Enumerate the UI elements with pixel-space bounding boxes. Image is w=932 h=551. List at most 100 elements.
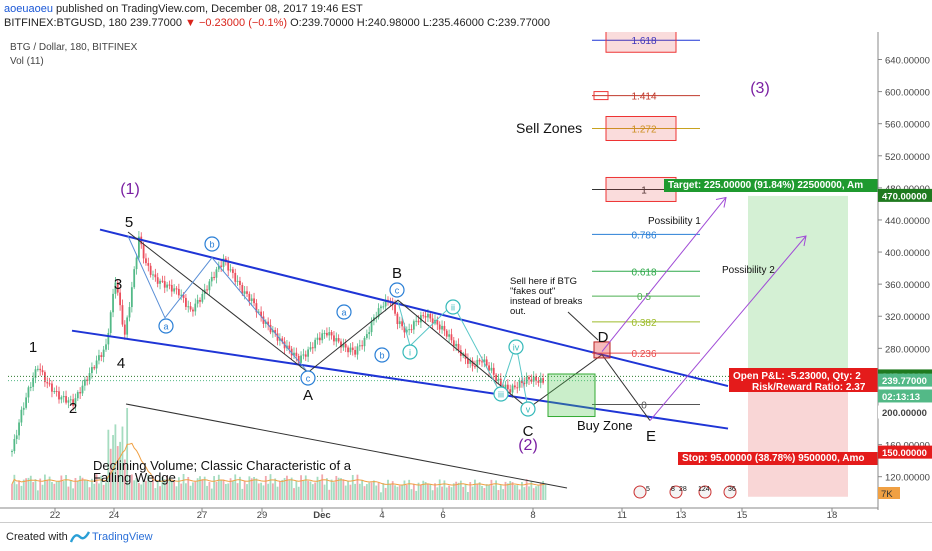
candle-body (382, 306, 385, 308)
wave-label-D: D (598, 329, 609, 346)
candle-body (535, 376, 537, 381)
volume-bar (147, 474, 150, 500)
candle-body (340, 341, 342, 348)
candle-body (74, 398, 77, 406)
volume-bar (349, 484, 352, 500)
candle-body (318, 337, 321, 341)
publish-line: aoeuaoeu published on TradingView.com, D… (4, 3, 363, 15)
volume-bar (248, 476, 251, 500)
volume-bar (384, 487, 387, 500)
candle-body (358, 345, 361, 347)
fib-ratio-label: 0.786 (631, 230, 656, 241)
volume-bar (398, 485, 401, 500)
volume-bar (241, 488, 244, 500)
volume-bar (326, 478, 328, 500)
candle-body (121, 305, 124, 325)
volume-bar (535, 486, 537, 500)
candle-body (415, 320, 418, 322)
candle-body (431, 318, 434, 324)
y-tick-label: 600.00000 (885, 88, 930, 99)
y-tick-label: 120.00000 (885, 473, 930, 484)
price-chart[interactable]: 1.618 1.414 1.272 1 0.786 0.618 0.5 0.382 0.236 0… (0, 32, 932, 522)
volume-bar (523, 487, 526, 500)
candle-body (60, 397, 63, 400)
ohlc-values: O:239.70000 H:240.98000 L:235.46000 C:23… (290, 17, 551, 29)
volume-bar (297, 486, 300, 500)
candle-body (509, 389, 512, 393)
candle-body (152, 274, 154, 276)
volume-bar (274, 478, 277, 500)
volume-bar (361, 480, 364, 500)
volume-bar (293, 488, 295, 500)
candle-body (457, 343, 460, 350)
candle-body (98, 355, 100, 361)
candle-body (13, 439, 16, 452)
candle-body (67, 400, 70, 403)
volume-trend-line (125, 403, 568, 489)
candle-body (234, 272, 237, 282)
author-link[interactable]: aoeuaoeu (4, 3, 53, 15)
candle-body (474, 366, 476, 368)
volume-bar (208, 482, 211, 500)
candle-body (126, 317, 129, 335)
volume-bar (217, 474, 220, 500)
fib-ratio-label: 0 (641, 400, 647, 411)
candle-body (309, 347, 312, 350)
volume-bar (509, 481, 512, 500)
minor-wave-circle (445, 299, 461, 315)
volume-bar (34, 479, 37, 500)
candle-body (481, 361, 483, 363)
candle-body (81, 385, 84, 394)
fib-marker (593, 91, 609, 101)
volume-bar (189, 485, 192, 500)
wedge-lower-line (71, 329, 729, 430)
minor-wave-label: c (306, 374, 311, 384)
wave-label-4: 4 (117, 355, 125, 372)
event-flag-icon (723, 485, 737, 499)
minor-wave-label: iv (513, 343, 520, 353)
volume-bar (474, 479, 476, 500)
candle-body (417, 320, 420, 323)
fakeout-note-line: Sell here if BTG (510, 276, 577, 287)
volume-bar (232, 480, 234, 500)
tradingview-logo-icon[interactable] (70, 530, 90, 544)
candle-body (424, 316, 427, 318)
candle-body (55, 391, 58, 393)
pnl-label: Open P&L: -5.23000, Qty: 2 (733, 371, 861, 382)
candle-body (170, 285, 173, 292)
wave-label-3: 3 (114, 276, 122, 293)
candle-body (438, 324, 441, 330)
candle-body (499, 378, 502, 386)
volume-bar (109, 448, 112, 500)
fib-ratio-label: 0.382 (631, 318, 656, 329)
volume-bar (495, 480, 497, 500)
volume-bar (250, 478, 253, 500)
tradingview-brand[interactable]: TradingView (92, 531, 153, 543)
candle-body (39, 368, 42, 371)
candle-body (29, 386, 32, 388)
volume-bar (387, 479, 389, 500)
candle-body (88, 373, 91, 381)
volume-bar (267, 483, 270, 500)
candle-body (182, 294, 185, 298)
risk-reward-label: Risk/Reward Ratio: 2.37 (752, 382, 866, 393)
volume-bar (102, 484, 105, 500)
x-tick-label: 13 (676, 510, 687, 521)
volume-bar (121, 426, 124, 500)
fakeout-note-line: instead of breaks (510, 296, 583, 307)
volume-bar (499, 485, 502, 500)
minor-wave-circle (402, 344, 418, 360)
volume-bar (116, 446, 119, 500)
arrow-head-icon (795, 235, 807, 247)
volume-bar (18, 480, 20, 500)
y-tick-label: 400.00000 (885, 248, 930, 259)
price-level-tag: 200.00000 (882, 408, 927, 419)
candle-body (497, 378, 500, 381)
volume-bar (375, 485, 378, 500)
wave-label-B: B (392, 265, 402, 282)
candle-body (361, 345, 364, 347)
candle-body (281, 338, 284, 342)
volume-bar (271, 483, 274, 500)
volume-bar (436, 487, 439, 500)
volume-bar (356, 474, 359, 500)
